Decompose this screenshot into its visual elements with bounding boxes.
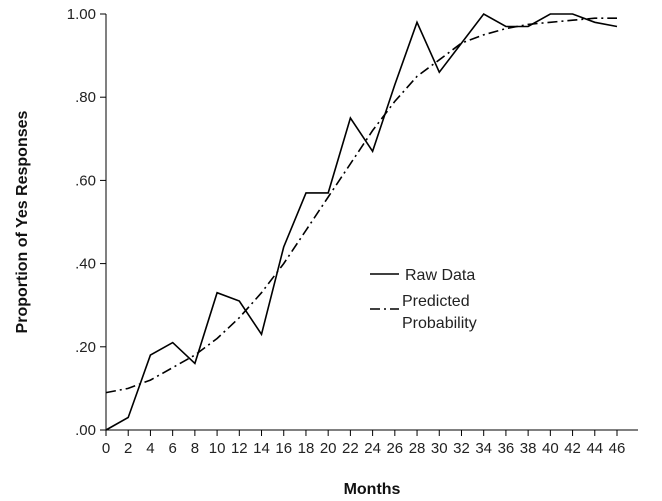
x-tick-label: 22 [342,440,359,457]
legend-label-predicted-line1: Predicted [402,293,470,310]
x-tick-label: 2 [124,440,132,457]
x-tick-label: 44 [586,440,603,457]
x-tick-label: 42 [564,440,581,457]
axes [105,14,638,431]
series-line-raw-data [105,12,618,431]
x-tick-label: 38 [520,440,537,457]
x-ticks: 0 2 4 6 8 10 12 14 16 18 20 22 24 26 28 30 32 34 36 38 40 42 4… [102,430,626,457]
series-lines [105,12,618,431]
y-tick-label: 1.00 [67,6,96,23]
y-ticks: .00 .20 .40 .60 .80 1.00 [67,6,106,439]
x-tick-label: 36 [498,440,515,457]
x-tick-label: 12 [231,440,248,457]
x-tick-label: 32 [453,440,470,457]
x-tick-label: 6 [168,440,176,457]
series-line-predicted-probability [105,17,617,394]
x-tick-label: 20 [320,440,337,457]
x-tick-label: 14 [253,440,270,457]
x-axis-title: Months [344,481,401,498]
x-tick-label: 16 [275,440,292,457]
y-tick-label: .60 [75,172,96,189]
y-tick-label: .80 [75,89,96,106]
x-tick-label: 46 [609,440,626,457]
y-tick-label: .00 [75,422,96,439]
x-tick-label: 10 [209,440,226,457]
legend-label-predicted-line2: Probability [402,315,477,332]
x-tick-label: 4 [146,440,154,457]
x-tick-label: 34 [475,440,492,457]
x-tick-label: 18 [298,440,315,457]
x-tick-label: 8 [191,440,199,457]
legend: Raw Data Predicted Probability [370,267,477,332]
x-tick-label: 40 [542,440,559,457]
y-tick-label: .20 [75,339,96,356]
x-tick-label: 26 [386,440,403,457]
legend-label-raw-data: Raw Data [405,267,475,284]
y-tick-label: .40 [75,256,96,273]
x-tick-label: 0 [102,440,110,457]
x-tick-label: 24 [364,440,381,457]
x-tick-label: 28 [409,440,426,457]
x-tick-label: 30 [431,440,448,457]
y-axis-title: Proportion of Yes Responses [14,110,31,333]
